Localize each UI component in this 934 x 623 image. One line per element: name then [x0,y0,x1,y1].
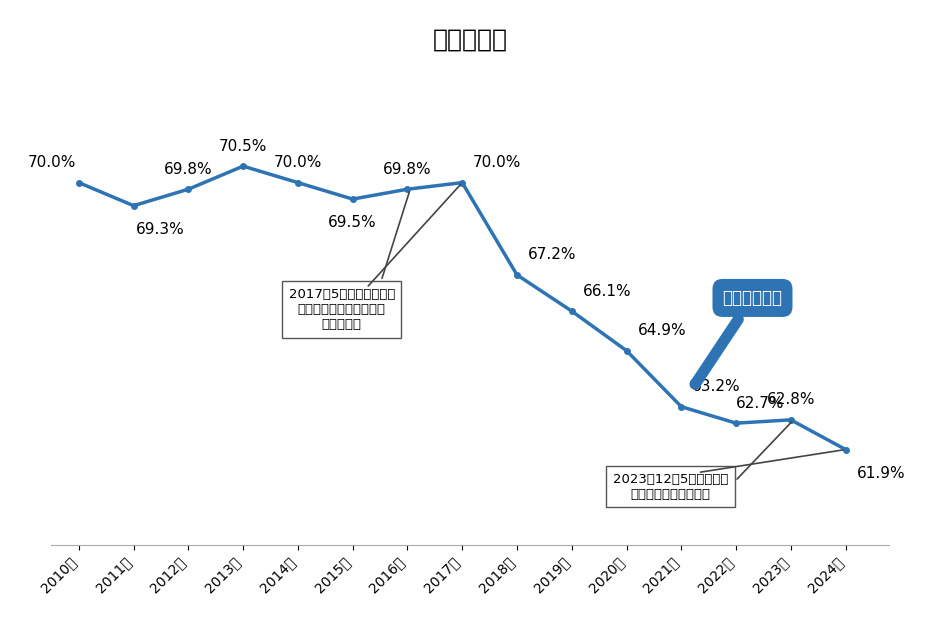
Title: 都立志向率: 都立志向率 [433,27,508,52]
Text: 2023年12月5日に都知事
が所得制限撤廣を発表: 2023年12月5日に都知事 が所得制限撤廣を発表 [613,422,792,500]
Text: 70.0%: 70.0% [28,155,76,170]
Text: 69.8%: 69.8% [383,162,432,177]
Text: 61.9%: 61.9% [856,466,905,481]
Text: 69.3%: 69.3% [136,222,185,237]
Text: 64.9%: 64.9% [638,323,686,338]
Text: 70.0%: 70.0% [274,155,322,170]
Text: 63.2%: 63.2% [692,379,741,394]
Text: 67.2%: 67.2% [528,247,576,262]
Text: 70.5%: 70.5% [219,139,267,154]
Text: 62.7%: 62.7% [736,396,785,411]
Text: 69.5%: 69.5% [329,215,377,230]
Text: 66.1%: 66.1% [583,283,631,298]
Text: 2017年5月に私立高等学
校等授業料軽減助成金大
幅拡充発表: 2017年5月に私立高等学 校等授業料軽減助成金大 幅拡充発表 [289,192,409,331]
Text: 新型コロナ祸: 新型コロナ祸 [695,289,783,384]
Text: 62.8%: 62.8% [767,392,815,407]
Text: 69.8%: 69.8% [164,162,213,177]
Text: 70.0%: 70.0% [474,155,521,170]
